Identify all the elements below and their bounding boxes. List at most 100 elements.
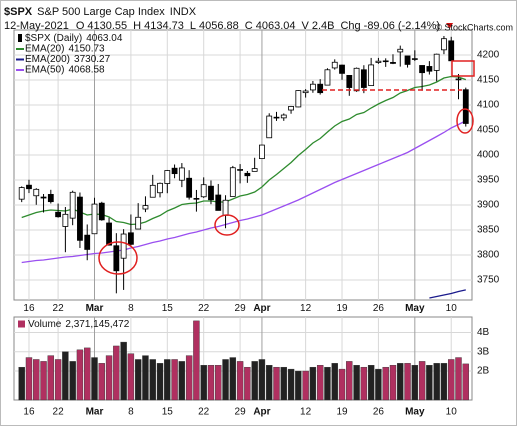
candle-body — [135, 216, 142, 230]
volume-bar — [360, 366, 368, 401]
candle-body — [193, 198, 200, 200]
x-tick-label: 19 — [336, 407, 348, 418]
volume-bar — [185, 355, 193, 401]
y-tick-label: 3850 — [477, 225, 500, 236]
candle-body — [288, 106, 294, 111]
volume-bar — [62, 351, 69, 401]
candle-body — [127, 232, 134, 245]
legend-value: 4150.73 — [68, 44, 105, 55]
candle-body — [106, 222, 112, 246]
annotation-circle — [456, 108, 474, 134]
candle-body — [368, 64, 375, 87]
volume-bar — [120, 341, 127, 401]
volume-bar — [462, 363, 469, 401]
volume-bar — [411, 365, 419, 401]
y-tick-label: 4000 — [477, 150, 500, 161]
volume-bar — [309, 366, 317, 401]
volume-bar — [164, 359, 171, 401]
volume-bar — [69, 361, 76, 401]
x-tick-label: 16 — [23, 407, 35, 418]
volume-bar — [54, 359, 62, 401]
x-tick-label: May — [405, 407, 425, 418]
candle-body — [244, 172, 251, 177]
candle-body — [77, 196, 83, 241]
x-tick-label: 12 — [300, 303, 312, 314]
volume-bar — [134, 359, 142, 401]
volume-tick-label: 3B — [477, 346, 490, 357]
volume-bar — [440, 363, 448, 401]
volume-bar — [84, 347, 91, 401]
candle-body — [353, 67, 360, 92]
volume-bar — [244, 366, 251, 401]
volume-bar — [222, 359, 229, 401]
x-tick-label: 26 — [373, 303, 385, 314]
candle-body — [142, 205, 149, 210]
candle-body — [397, 48, 404, 53]
x-tick-label: Apr — [253, 303, 270, 314]
volume-bar — [215, 365, 222, 401]
candle-body — [382, 60, 389, 63]
x-tick-label: 10 — [446, 303, 458, 314]
candle-body — [375, 60, 382, 63]
volume-bar — [229, 357, 237, 401]
header-text: Chg — [340, 20, 360, 32]
header-text: 4134.73 — [144, 20, 184, 32]
y-tick-label: 4100 — [477, 100, 500, 111]
candle-body — [84, 234, 91, 250]
candle-body — [426, 66, 433, 72]
header-text: INDX — [170, 6, 197, 18]
candle-body — [273, 116, 280, 119]
candle-body — [215, 194, 222, 211]
candle-body — [157, 182, 163, 194]
volume-bar — [98, 363, 105, 401]
volume-bar — [18, 366, 25, 401]
candle-body — [229, 167, 236, 197]
annotation-box — [451, 60, 475, 77]
candle-body — [360, 69, 367, 88]
volume-bar — [273, 366, 280, 401]
ema-line — [429, 289, 466, 299]
candle-body — [33, 188, 40, 197]
y-tick-label: 4050 — [477, 125, 500, 136]
candle-body — [324, 69, 331, 86]
candle-body — [149, 184, 156, 198]
annotations — [98, 60, 475, 275]
volume-bar — [149, 359, 156, 401]
candle-body — [40, 196, 47, 199]
candle-body — [339, 64, 345, 74]
x-tick-label: 8 — [128, 303, 134, 314]
volume-bar — [455, 357, 462, 401]
candle-body — [55, 211, 61, 218]
x-tick-label: 29 — [235, 303, 247, 314]
candle-body — [222, 199, 229, 216]
volume-bar — [113, 345, 120, 401]
legend-value: 3730.27 — [74, 54, 111, 65]
candle-body — [331, 61, 338, 69]
y-tick-label: 3950 — [477, 175, 500, 186]
candle-body — [302, 90, 309, 94]
header-text: L — [190, 20, 196, 32]
x-tick-label: 10 — [446, 407, 458, 418]
volume-bar — [236, 361, 244, 401]
header-text: 4063.04 — [256, 20, 296, 32]
grid — [14, 30, 472, 400]
volume-tick-label: 4B — [477, 327, 490, 338]
candle-body — [164, 170, 171, 184]
candle-body — [26, 184, 32, 190]
volume-bar — [47, 355, 55, 401]
candle-body — [113, 245, 120, 272]
legend-value: 4068.58 — [68, 65, 105, 76]
candle-body — [178, 167, 185, 181]
x-tick-label: 16 — [23, 303, 35, 314]
x-tick-label: Mar — [86, 407, 104, 418]
annotation-circle — [98, 241, 138, 275]
y-tick-label: 3800 — [477, 250, 500, 261]
x-tick-label: 22 — [198, 407, 210, 418]
volume-bar — [25, 357, 33, 401]
volume-bar — [397, 363, 404, 401]
candle-body — [390, 62, 396, 64]
volume-bar — [178, 361, 186, 401]
volume-bar — [142, 355, 149, 401]
volume-bar — [331, 363, 338, 401]
